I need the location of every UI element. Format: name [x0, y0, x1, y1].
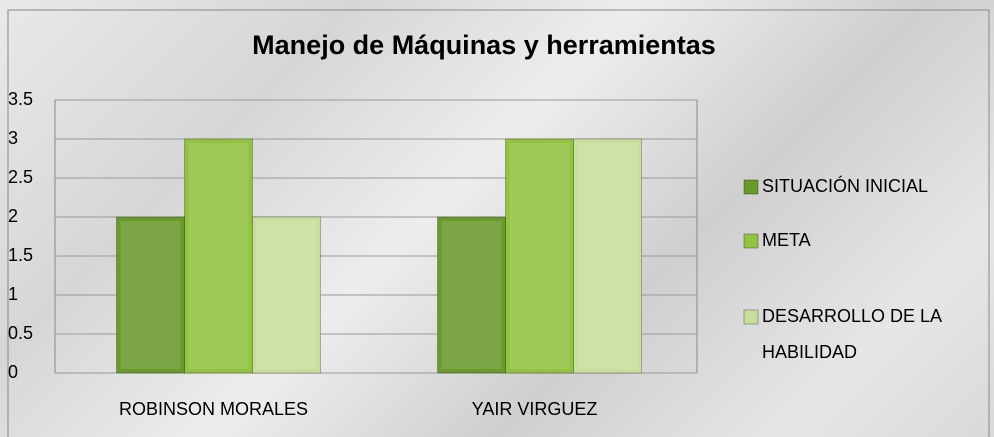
bar-highlight [188, 143, 249, 369]
chart-title: Manejo de Máquinas y herramientas [252, 30, 716, 60]
bar-highlight [120, 221, 181, 369]
legend-swatch [743, 309, 759, 325]
legend-label: SITUACIÓN INICIAL [762, 176, 929, 196]
legend-swatch [743, 233, 759, 249]
y-tick-label: 1 [8, 284, 18, 304]
bar-highlight [509, 143, 570, 369]
bar [184, 138, 253, 374]
x-tick-label: YAIR VIRGUEZ [472, 399, 598, 419]
y-tick-label: 3 [8, 128, 18, 148]
bar [573, 138, 642, 374]
chart-border [7, 9, 990, 437]
bar [505, 138, 574, 374]
bar-highlight [256, 221, 317, 369]
y-tick-label: 1.5 [8, 245, 33, 265]
y-tick-label: 2.5 [8, 167, 33, 187]
y-tick-label: 0.5 [8, 323, 33, 343]
y-tick-label: 3.5 [8, 89, 33, 109]
x-tick-label: ROBINSON MORALES [119, 399, 308, 419]
legend-label: META [762, 230, 811, 250]
y-tick-label: 2 [8, 206, 18, 226]
legend-swatch [743, 179, 759, 195]
legend-label: DESARROLLO DE LA HABILIDAD [762, 306, 942, 362]
y-tick-label: 0 [8, 362, 18, 382]
bar [437, 216, 506, 374]
bar [252, 216, 321, 374]
bar-highlight [577, 143, 638, 369]
bar-highlight [441, 221, 502, 369]
